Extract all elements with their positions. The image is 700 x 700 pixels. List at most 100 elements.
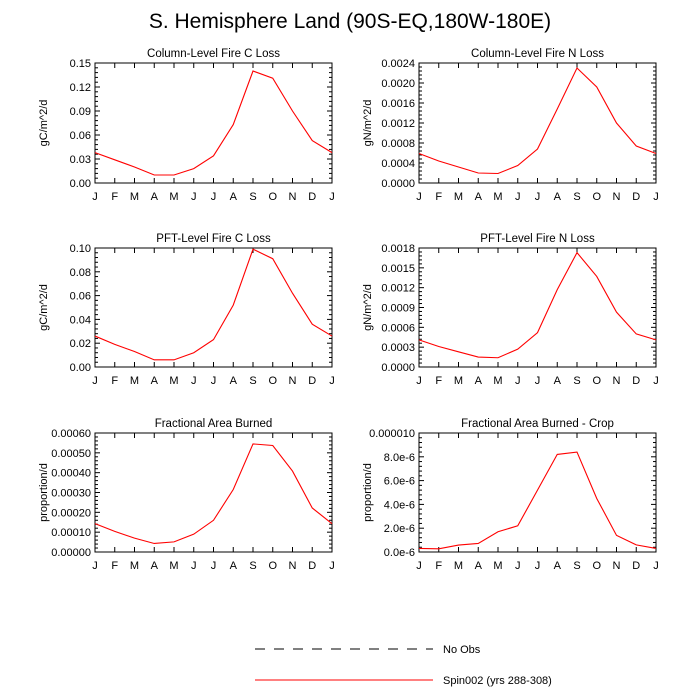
x-tick-label: N bbox=[613, 191, 621, 203]
plot-frame bbox=[94, 432, 333, 553]
x-tick-label: D bbox=[308, 560, 316, 572]
x-tick-label: F bbox=[435, 375, 442, 387]
chart-title: Column-Level Fire N Loss bbox=[471, 48, 604, 60]
y-tick-label: 0.00050 bbox=[51, 448, 91, 460]
y-tick-label: 0.0018 bbox=[381, 243, 415, 255]
x-tick-label: A bbox=[554, 191, 562, 203]
chart-panel-3: PFT-Level Fire C Loss gC/m^2/d 0.00 0.02 0.0… bbox=[38, 233, 335, 387]
x-tick-label: S bbox=[249, 560, 256, 572]
x-tick-label: J bbox=[92, 375, 98, 387]
x-tick-label: O bbox=[268, 560, 277, 572]
series-line bbox=[418, 251, 657, 359]
y-tick-label: 0.00020 bbox=[51, 507, 91, 519]
y-tick-label: 0.00010 bbox=[51, 527, 91, 539]
x-tick-label: M bbox=[454, 375, 463, 387]
y-tick-label: 0.00000 bbox=[51, 547, 91, 559]
y-axis-label: gN/m^2/d bbox=[362, 100, 374, 147]
x-tick-label: A bbox=[230, 560, 238, 572]
x-tick-label: J bbox=[653, 560, 659, 572]
x-tick-label: F bbox=[435, 191, 442, 203]
y-tick-label: 0.09 bbox=[70, 106, 91, 118]
y-axis-label: gC/m^2/d bbox=[38, 100, 50, 147]
y-axis-label: proportion/d bbox=[362, 463, 374, 522]
y-tick-label: 0.0000 bbox=[381, 362, 415, 374]
chart-title: PFT-Level Fire N Loss bbox=[480, 233, 595, 245]
y-tick-label: 0.0008 bbox=[381, 138, 415, 150]
legend-label: No Obs bbox=[443, 644, 481, 656]
x-tick-label: J bbox=[191, 191, 197, 203]
x-tick-label: D bbox=[308, 375, 316, 387]
y-tick-label: 0.02 bbox=[70, 338, 91, 350]
y-tick-label: 0.00040 bbox=[51, 468, 91, 480]
series-line bbox=[94, 70, 333, 176]
x-tick-label: J bbox=[211, 191, 217, 203]
x-tick-label: M bbox=[169, 191, 178, 203]
y-tick-label: 0.0e-6 bbox=[384, 547, 415, 559]
legend-label: Spin002 (yrs 288-308) bbox=[443, 675, 552, 687]
chart-title: Fractional Area Burned bbox=[155, 418, 273, 430]
y-tick-label: 4.0e-6 bbox=[384, 499, 415, 511]
x-tick-label: M bbox=[130, 191, 139, 203]
x-tick-label: D bbox=[632, 191, 640, 203]
x-tick-label: O bbox=[592, 375, 601, 387]
x-tick-label: A bbox=[475, 560, 483, 572]
plot-frame bbox=[418, 62, 657, 184]
x-tick-label: J bbox=[515, 191, 521, 203]
x-tick-label: D bbox=[308, 191, 316, 203]
y-tick-label: 6.0e-6 bbox=[384, 476, 415, 488]
x-tick-label: S bbox=[573, 191, 580, 203]
x-tick-label: J bbox=[92, 191, 98, 203]
y-tick-label: 0.0020 bbox=[381, 78, 415, 90]
y-tick-label: 0.0015 bbox=[381, 263, 415, 275]
y-tick-label: 0.06 bbox=[70, 130, 91, 142]
x-tick-label: M bbox=[493, 375, 502, 387]
x-tick-label: A bbox=[475, 191, 483, 203]
x-tick-label: S bbox=[249, 375, 256, 387]
y-tick-label: 0.06 bbox=[70, 291, 91, 303]
x-tick-label: J bbox=[211, 560, 217, 572]
plot-frame bbox=[418, 247, 657, 368]
chart-panel-1: Column-Level Fire C Loss gC/m^2/d 0.00 0.03… bbox=[38, 48, 335, 203]
chart-title: PFT-Level Fire C Loss bbox=[156, 233, 271, 245]
y-tick-label: 0.03 bbox=[70, 154, 91, 166]
series-line bbox=[418, 451, 657, 550]
x-tick-label: M bbox=[493, 560, 502, 572]
x-tick-label: A bbox=[475, 375, 483, 387]
x-tick-label: O bbox=[268, 375, 277, 387]
y-tick-label: 0.0024 bbox=[381, 58, 415, 70]
x-tick-label: O bbox=[592, 560, 601, 572]
y-axis-label: gC/m^2/d bbox=[38, 284, 50, 331]
chart-panel-4: PFT-Level Fire N Loss gN/m^2/d 0.0000 0.000… bbox=[362, 233, 659, 387]
x-tick-label: M bbox=[454, 191, 463, 203]
x-tick-label: A bbox=[151, 375, 159, 387]
x-tick-label: J bbox=[535, 375, 541, 387]
plot-frame bbox=[94, 247, 333, 368]
x-tick-label: J bbox=[653, 191, 659, 203]
x-tick-label: A bbox=[554, 375, 562, 387]
chart-title: Column-Level Fire C Loss bbox=[147, 48, 280, 60]
y-tick-label: 0.0004 bbox=[381, 158, 415, 170]
y-tick-label: 0.0012 bbox=[381, 283, 415, 295]
x-tick-label: J bbox=[416, 560, 422, 572]
y-axis-label: gN/m^2/d bbox=[362, 284, 374, 331]
y-tick-label: 0.04 bbox=[70, 314, 91, 326]
page-title: S. Hemisphere Land (90S-EQ,180W-180E) bbox=[148, 10, 552, 33]
y-tick-label: 0.08 bbox=[70, 267, 91, 279]
x-tick-label: J bbox=[535, 191, 541, 203]
y-axis-label: proportion/d bbox=[38, 463, 50, 522]
x-tick-label: J bbox=[329, 375, 335, 387]
x-tick-label: N bbox=[289, 560, 297, 572]
y-tick-label: 0.10 bbox=[70, 243, 91, 255]
x-tick-label: J bbox=[191, 560, 197, 572]
legend: No Obs Spin002 (yrs 288-308) bbox=[255, 644, 552, 687]
x-tick-label: N bbox=[289, 375, 297, 387]
y-tick-label: 0.0012 bbox=[381, 118, 415, 130]
x-tick-label: A bbox=[151, 560, 159, 572]
x-tick-label: M bbox=[493, 191, 502, 203]
y-tick-label: 0.00030 bbox=[51, 488, 91, 500]
x-tick-label: S bbox=[249, 191, 256, 203]
x-tick-label: J bbox=[416, 375, 422, 387]
y-tick-label: 8.0e-6 bbox=[384, 452, 415, 464]
x-tick-label: J bbox=[653, 375, 659, 387]
